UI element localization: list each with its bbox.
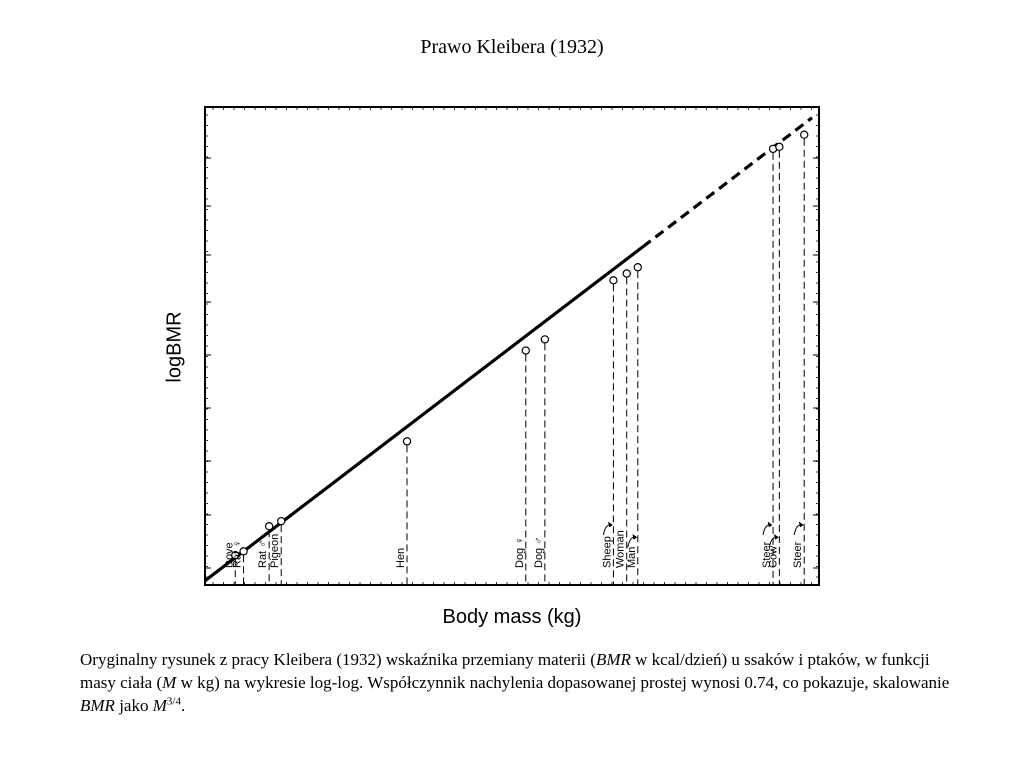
point-label: Man bbox=[626, 547, 638, 568]
y-axis-label: logBMR bbox=[163, 311, 186, 383]
point-label: Hen bbox=[395, 548, 407, 568]
point-label: Dove bbox=[223, 542, 235, 568]
label-arrowhead bbox=[773, 533, 779, 540]
data-point bbox=[231, 551, 240, 560]
axis-ticks bbox=[205, 107, 819, 585]
label-arrowhead bbox=[608, 521, 613, 528]
data-point bbox=[609, 276, 618, 285]
label-arrowhead bbox=[767, 521, 773, 528]
label-arrow bbox=[602, 524, 613, 536]
label-arrowhead bbox=[798, 521, 804, 528]
point-label: Cow bbox=[767, 546, 779, 568]
point-label: Steer bbox=[792, 541, 804, 568]
data-point bbox=[540, 335, 550, 344]
point-label: Steer bbox=[761, 541, 773, 568]
data-point bbox=[622, 269, 631, 278]
point-label: Dog ♂ bbox=[533, 537, 545, 569]
label-arrow bbox=[762, 524, 773, 536]
point-label: Rat ♀ bbox=[232, 540, 244, 568]
data-point bbox=[277, 516, 286, 526]
data-point bbox=[402, 437, 412, 446]
data-point bbox=[239, 547, 248, 556]
x-axis-label: Body mass (kg) bbox=[442, 606, 582, 628]
slide-title: Prawo Kleibera (1932) bbox=[420, 36, 604, 58]
data-points bbox=[231, 130, 809, 560]
label-arrow bbox=[793, 524, 804, 536]
point-label: Sheep bbox=[601, 536, 613, 568]
data-point bbox=[264, 522, 274, 531]
label-arrowhead bbox=[632, 533, 638, 540]
point-label: Woman bbox=[615, 530, 627, 568]
fit-line-dashed bbox=[641, 116, 813, 249]
point-label: Rat ♂ bbox=[257, 540, 269, 568]
fit-line-solid bbox=[204, 245, 644, 583]
label-arrow bbox=[627, 536, 637, 548]
data-point bbox=[521, 346, 530, 355]
point-label: Pigeon bbox=[269, 534, 281, 568]
figure-caption: Oryginalny rysunek z pracy Kleibera (193… bbox=[80, 650, 950, 715]
data-point bbox=[633, 263, 642, 272]
data-point bbox=[775, 142, 784, 152]
drop-lines bbox=[234, 138, 805, 585]
data-point bbox=[800, 130, 809, 139]
fit-line bbox=[204, 116, 813, 583]
point-label: Dog ♀ bbox=[514, 537, 526, 569]
